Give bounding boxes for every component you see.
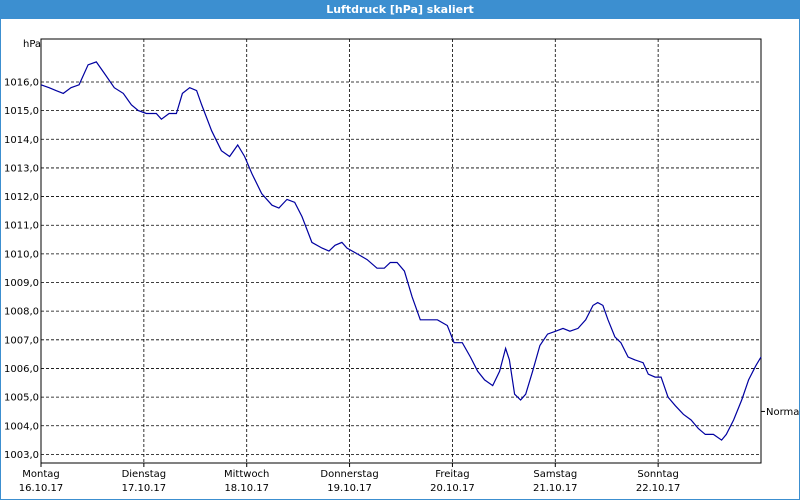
y-tick-label: 1014,0 (4, 135, 39, 146)
x-tick-weekday: Donnerstag (320, 469, 378, 480)
normal-label: Normal (766, 407, 799, 418)
chart-title: Luftdruck [hPa] skaliert (1, 1, 799, 19)
y-tick-label: 1012,0 (4, 192, 39, 203)
x-tick-weekday: Freitag (435, 469, 469, 480)
x-tick-label: 20.10.17 (430, 483, 475, 494)
x-tick-label: 17.10.17 (122, 483, 167, 494)
x-tick-weekday: Samstag (533, 469, 577, 480)
x-tick-label: 21.10.17 (533, 483, 578, 494)
x-tick-weekday: Mittwoch (224, 469, 269, 480)
y-tick-label: 1004,0 (4, 421, 39, 432)
x-tick-label: 22.10.17 (636, 483, 681, 494)
y-tick-label: 1015,0 (4, 106, 39, 117)
y-tick-label: 1005,0 (4, 393, 39, 404)
x-tick-label: 18.10.17 (224, 483, 269, 494)
y-tick-label: 1013,0 (4, 163, 39, 174)
data-line (40, 61, 762, 441)
chart: hPa 1003,0 1004,0 1005,0 1006,0 1007,0 1008,0… (4, 38, 799, 494)
x-tick-label: 16.10.17 (19, 483, 64, 494)
plot-frame (40, 38, 762, 464)
y-tick-label: 1003,0 (4, 450, 39, 461)
y-tick-label: 1011,0 (4, 221, 39, 232)
x-tick-weekday: Sonntag (637, 469, 679, 480)
y-tick-label: 1006,0 (4, 364, 39, 375)
y-unit: hPa (23, 39, 41, 50)
y-tick-label: 1008,0 (4, 307, 39, 318)
y-tick-label: 1007,0 (4, 335, 39, 346)
x-tick-weekday: Montag (22, 469, 59, 480)
x-tick-label: 19.10.17 (327, 483, 372, 494)
y-tick-label: 1009,0 (4, 278, 39, 289)
y-tick-label: 1016,0 (4, 77, 39, 88)
y-tick-label: 1010,0 (4, 249, 39, 260)
x-tick-weekday: Dienstag (122, 469, 167, 480)
